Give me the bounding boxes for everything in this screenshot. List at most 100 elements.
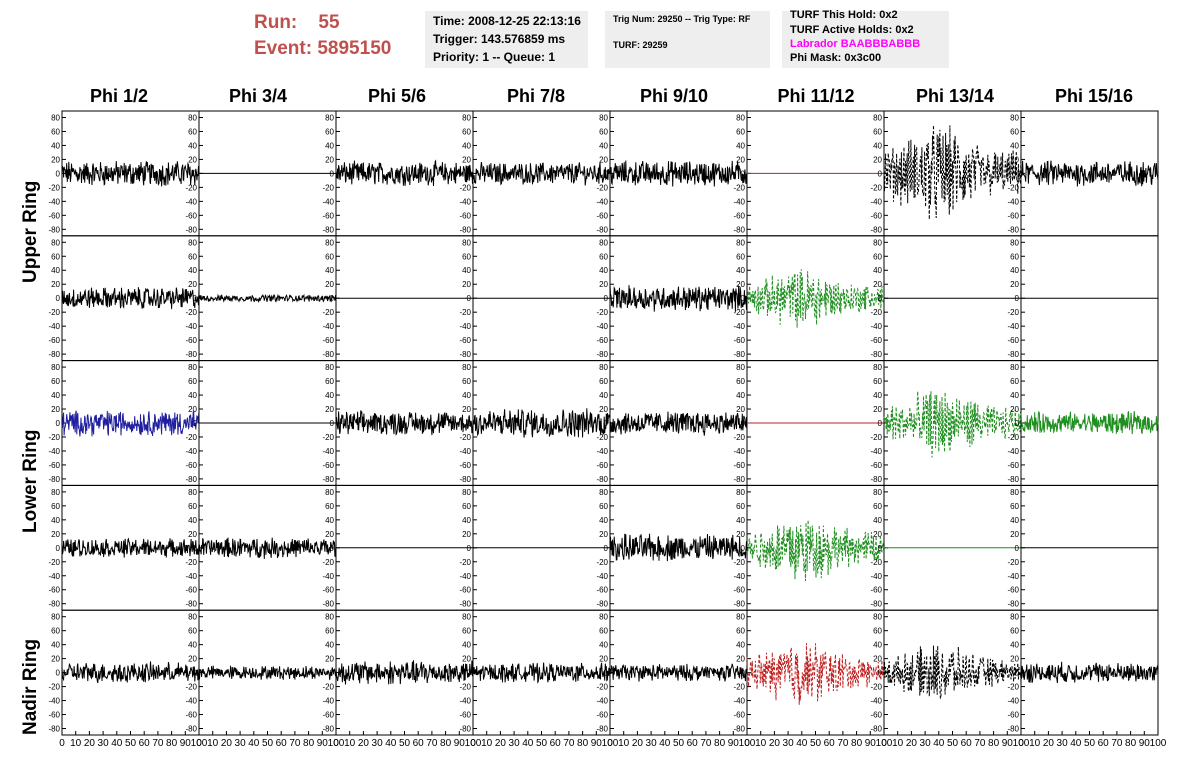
y-tick-label: 20 [51, 530, 60, 539]
y-tick-label: 80 [1010, 113, 1019, 122]
y-tick-label: 0 [56, 419, 61, 428]
run-label: Run: [254, 12, 298, 33]
y-tick-label: -80 [596, 600, 608, 609]
y-tick-label: 60 [599, 127, 608, 136]
y-tick-label: 0 [330, 169, 335, 178]
y-tick-label: -40 [870, 197, 882, 206]
y-tick-label: 60 [188, 377, 197, 386]
run-value: 55 [318, 12, 340, 33]
x-tick-label: 0 [744, 738, 750, 749]
x-tick-label: 90 [180, 738, 192, 749]
x-tick-label: 0 [881, 738, 887, 749]
y-tick-label: -40 [733, 697, 745, 706]
y-tick-label: -60 [48, 211, 60, 220]
y-tick-label: -40 [185, 322, 197, 331]
y-tick-label: -20 [870, 433, 882, 442]
y-tick-label: -20 [733, 433, 745, 442]
y-tick-label: -80 [48, 600, 60, 609]
y-tick-label: -80 [870, 350, 882, 359]
y-tick-label: 20 [873, 530, 882, 539]
x-tick-label: 90 [454, 738, 466, 749]
y-tick-label: 20 [462, 655, 471, 664]
event-label: Event: [254, 38, 313, 59]
y-tick-label: 0 [741, 169, 746, 178]
waveform-trace [883, 125, 1022, 220]
x-tick-label: 40 [933, 738, 945, 749]
y-tick-label: -60 [459, 711, 471, 720]
x-tick-label: 90 [317, 738, 329, 749]
waveform-trace [61, 287, 200, 310]
y-tick-label: 0 [193, 419, 198, 428]
y-tick-label: -60 [322, 711, 334, 720]
y-tick-label: 60 [188, 252, 197, 261]
y-tick-label: -60 [733, 211, 745, 220]
x-tick-label: 10 [1029, 738, 1041, 749]
y-tick-label: 80 [462, 363, 471, 372]
x-tick-label: 100 [602, 738, 619, 749]
y-tick-label: 80 [188, 488, 197, 497]
y-tick-label: 20 [873, 155, 882, 164]
y-tick-label: 40 [736, 516, 745, 525]
x-tick-label: 40 [248, 738, 260, 749]
y-tick-label: -20 [596, 683, 608, 692]
y-tick-label: -40 [459, 572, 471, 581]
waveform-trace [335, 410, 474, 436]
y-tick-label: -80 [185, 475, 197, 484]
y-tick-label: 40 [599, 516, 608, 525]
waveform-trace [61, 410, 200, 437]
waveform-trace [609, 160, 748, 187]
y-tick-label: 80 [599, 613, 608, 622]
y-tick-label: -20 [48, 683, 60, 692]
x-tick-label: 100 [465, 738, 482, 749]
y-tick-label: -40 [185, 697, 197, 706]
y-tick-label: -80 [48, 475, 60, 484]
y-tick-label: 40 [873, 266, 882, 275]
y-tick-label: -40 [870, 572, 882, 581]
y-tick-label: -20 [733, 308, 745, 317]
y-tick-label: -60 [733, 711, 745, 720]
turf-info-box: TURF This Hold: 0x2 TURF Active Holds: 0… [782, 9, 949, 68]
y-tick-label: 60 [462, 377, 471, 386]
y-tick-label: 40 [599, 141, 608, 150]
y-tick-label: -60 [870, 711, 882, 720]
y-tick-label: 60 [188, 127, 197, 136]
y-tick-label: -40 [48, 697, 60, 706]
y-tick-label: 20 [736, 655, 745, 664]
y-tick-label: 40 [462, 516, 471, 525]
y-tick-label: -60 [459, 461, 471, 470]
y-tick-label: 20 [736, 530, 745, 539]
column-header-phi-3-4: Phi 3/4 [228, 86, 288, 106]
column-header-phi-15-16: Phi 15/16 [1054, 86, 1134, 106]
y-tick-label: 40 [188, 391, 197, 400]
y-tick-label: 0 [330, 669, 335, 678]
y-tick-label: -20 [870, 683, 882, 692]
waveform-trace [609, 284, 748, 312]
y-tick-label: 20 [1010, 405, 1019, 414]
x-tick-label: 30 [98, 738, 110, 749]
y-tick-label: 40 [51, 141, 60, 150]
waveform-trace [746, 519, 885, 582]
y-tick-label: -20 [459, 558, 471, 567]
column-header-phi-1-2: Phi 1/2 [89, 86, 149, 106]
y-tick-label: 0 [878, 669, 883, 678]
y-tick-label: 40 [51, 266, 60, 275]
y-tick-label: 0 [467, 169, 472, 178]
waveform-trace [609, 533, 748, 562]
y-tick-label: -60 [48, 336, 60, 345]
y-tick-label: -60 [322, 336, 334, 345]
y-tick-label: -80 [870, 225, 882, 234]
y-tick-label: -20 [185, 558, 197, 567]
y-tick-label: -40 [733, 322, 745, 331]
y-tick-label: -40 [185, 447, 197, 456]
x-tick-label: 90 [1002, 738, 1014, 749]
y-tick-label: 80 [188, 238, 197, 247]
y-tick-label: 20 [1010, 655, 1019, 664]
y-tick-label: 80 [1010, 363, 1019, 372]
y-tick-label: -20 [870, 558, 882, 567]
y-tick-label: 20 [188, 405, 197, 414]
x-tick-label: 30 [646, 738, 658, 749]
x-tick-label: 60 [961, 738, 973, 749]
x-tick-label: 50 [1084, 738, 1096, 749]
y-tick-label: 0 [193, 169, 198, 178]
y-tick-label: 60 [1010, 252, 1019, 261]
